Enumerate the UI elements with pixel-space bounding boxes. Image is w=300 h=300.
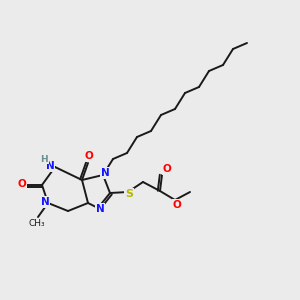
Text: O: O xyxy=(85,151,93,161)
Text: N: N xyxy=(100,168,109,178)
Text: N: N xyxy=(96,204,104,214)
Text: O: O xyxy=(163,164,171,174)
Text: CH₃: CH₃ xyxy=(29,218,45,227)
Text: O: O xyxy=(172,200,182,210)
Text: H: H xyxy=(40,154,48,164)
Text: N: N xyxy=(40,197,50,207)
Text: S: S xyxy=(125,189,133,199)
Text: N: N xyxy=(46,161,54,171)
Text: O: O xyxy=(18,179,26,189)
